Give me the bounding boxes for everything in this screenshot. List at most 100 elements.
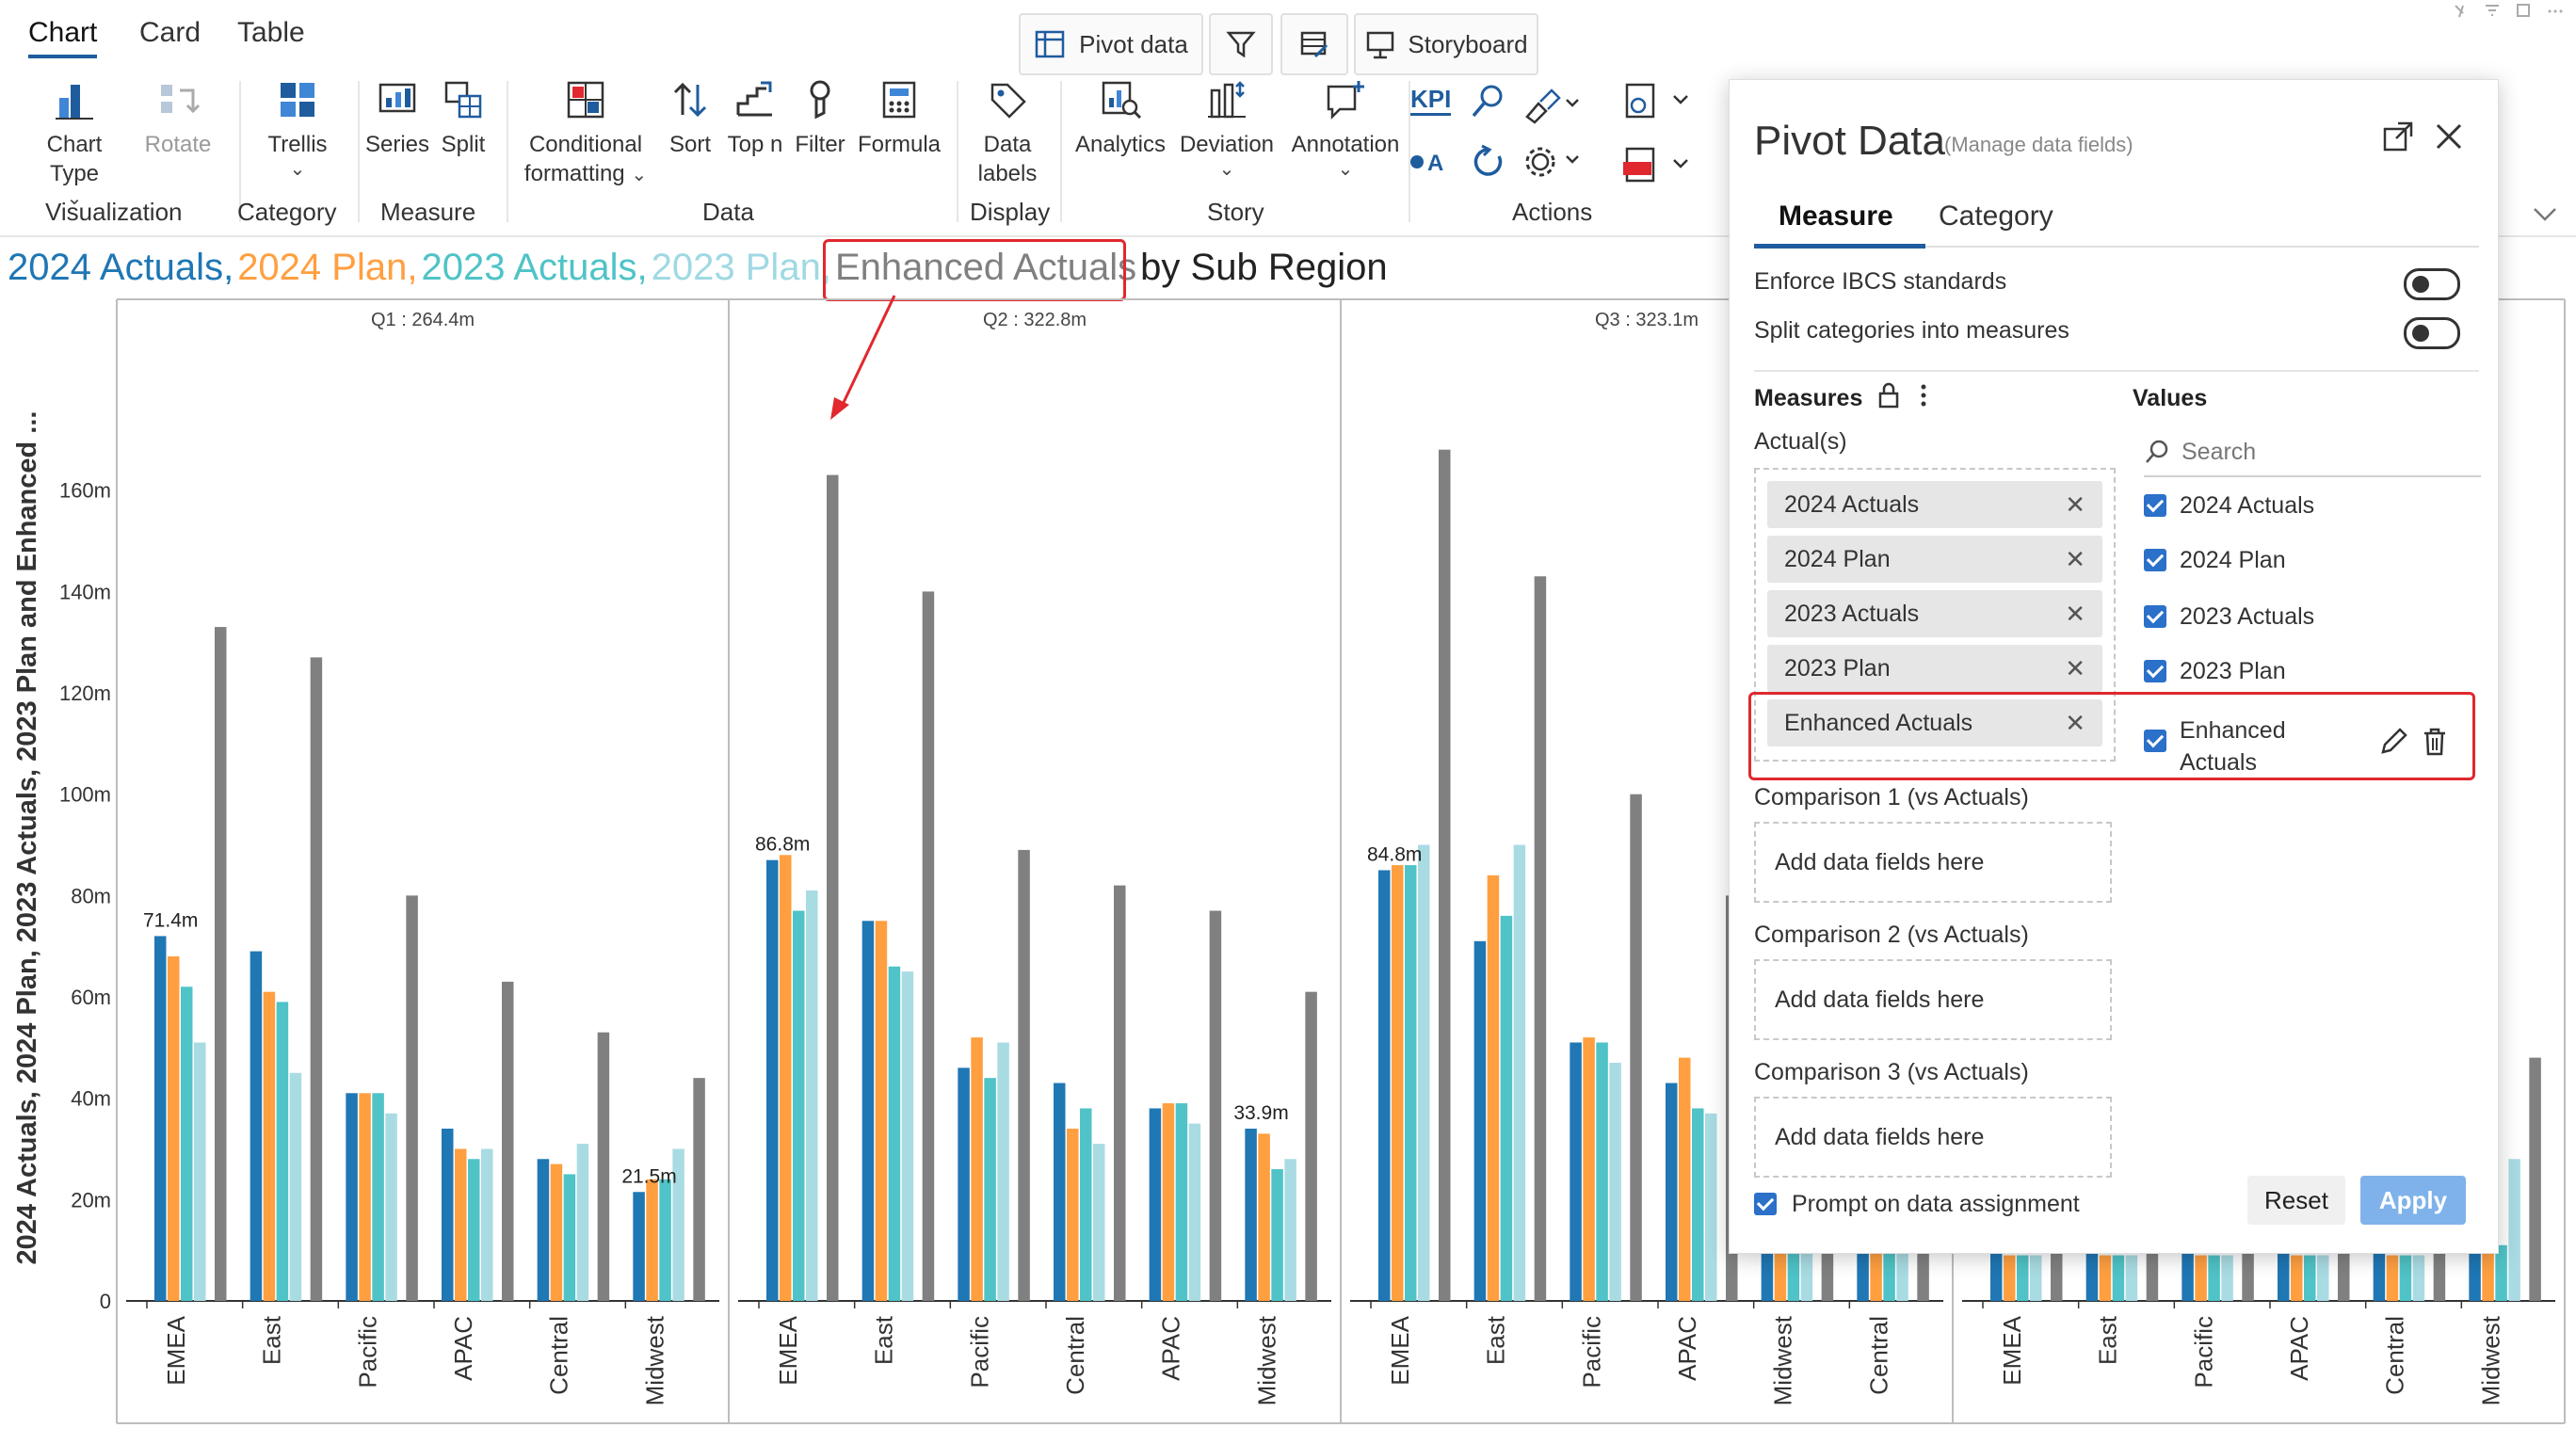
- split-categories-toggle[interactable]: [2404, 317, 2460, 349]
- group-separator: [239, 81, 241, 222]
- pivot-tab-category[interactable]: Category: [1939, 201, 2053, 232]
- value-row-enhanced[interactable]: Enhanced Actuals: [2144, 714, 2286, 778]
- remove-icon[interactable]: ✕: [2065, 490, 2085, 519]
- tab-card[interactable]: Card: [139, 17, 201, 48]
- group-story: Story: [1207, 198, 1264, 226]
- bar: [1258, 1133, 1270, 1301]
- remove-icon[interactable]: ✕: [2065, 600, 2085, 628]
- remove-icon[interactable]: ✕: [2065, 654, 2085, 682]
- bar: [2112, 1255, 2125, 1301]
- chart-type-button[interactable]: Chart Type ⌄: [23, 77, 126, 209]
- comparison-1-drop-zone[interactable]: Add data fields here: [1754, 822, 2112, 903]
- x-tick-label: APAC: [1157, 1316, 1185, 1381]
- remove-icon[interactable]: ✕: [2065, 545, 2085, 573]
- actual-chip[interactable]: Enhanced Actuals ✕: [1767, 699, 2102, 746]
- prompt-assignment-row[interactable]: Prompt on data assignment: [1754, 1191, 2080, 1218]
- top-n-button[interactable]: Top n: [719, 77, 791, 159]
- search-icon[interactable]: [1469, 83, 1506, 120]
- bar: [2017, 1255, 2029, 1301]
- trash-icon[interactable]: [2421, 726, 2449, 758]
- actual-chip[interactable]: 2024 Actuals ✕: [1767, 481, 2102, 528]
- storyboard-button[interactable]: Storyboard: [1354, 13, 1538, 75]
- table-edit-button[interactable]: [1280, 13, 1348, 75]
- bar: [372, 1093, 384, 1301]
- actual-chip[interactable]: 2024 Plan ✕: [1767, 536, 2102, 583]
- bar: [1666, 1083, 1678, 1301]
- edit-pencil-icon[interactable]: [2377, 726, 2409, 758]
- rotate-button[interactable]: Rotate: [137, 77, 218, 159]
- bar: [1305, 991, 1317, 1301]
- analytics-button[interactable]: Analytics: [1071, 77, 1169, 159]
- bar: [1245, 1128, 1257, 1301]
- conditional-formatting-button[interactable]: Conditional formatting ⌄: [516, 77, 655, 188]
- reset-button[interactable]: Reset: [2247, 1176, 2345, 1225]
- value-label: 2024 Plan: [2180, 547, 2286, 573]
- pdf-icon[interactable]: [1621, 145, 1695, 186]
- value-row[interactable]: 2024 Actuals: [2144, 492, 2314, 520]
- filter-button[interactable]: Filter: [789, 77, 851, 159]
- paint-brush-icon[interactable]: [1521, 87, 1582, 124]
- pivot-tab-measure[interactable]: Measure: [1779, 201, 1893, 232]
- split-button[interactable]: Split: [433, 77, 493, 159]
- formula-button[interactable]: Formula: [855, 77, 943, 159]
- enforce-ibcs-toggle[interactable]: [2404, 268, 2460, 300]
- values-search[interactable]: Search: [2144, 428, 2481, 477]
- prompt-assignment-checkbox[interactable]: [1754, 1193, 1777, 1215]
- tab-chart[interactable]: Chart: [28, 17, 98, 58]
- apply-button[interactable]: Apply: [2360, 1176, 2466, 1225]
- kpi-button[interactable]: KPI: [1410, 85, 1452, 116]
- actual-chip[interactable]: 2023 Plan ✕: [1767, 645, 2102, 692]
- x-tick-label: APAC: [449, 1316, 477, 1381]
- trellis-button[interactable]: Trellis ⌄: [252, 77, 343, 180]
- more-options-icon[interactable]: [1918, 381, 1929, 409]
- export-settings-icon[interactable]: [1621, 81, 1695, 122]
- value-row[interactable]: 2023 Actuals: [2144, 603, 2314, 631]
- value-checkbox[interactable]: [2144, 660, 2166, 682]
- bar: [2317, 1255, 2329, 1301]
- data-labels-button[interactable]: Data labels: [966, 77, 1049, 188]
- value-checkbox[interactable]: [2144, 730, 2166, 752]
- value-row[interactable]: 2023 Plan: [2144, 658, 2286, 685]
- close-icon[interactable]: [2430, 118, 2468, 155]
- bar: [2495, 1244, 2507, 1301]
- chevron-down-icon: ⌄: [631, 165, 648, 185]
- panel-title: Q3 : 323.1m: [1595, 310, 1699, 330]
- value-label-line1: Enhanced: [2180, 717, 2286, 744]
- pivot-data-button[interactable]: Pivot data: [1019, 13, 1203, 75]
- actual-chip[interactable]: 2023 Actuals ✕: [1767, 590, 2102, 637]
- window-controls-icon[interactable]: [2448, 0, 2570, 23]
- conditional-kpi-icon[interactable]: A: [1409, 145, 1450, 179]
- series-button[interactable]: Series: [365, 77, 429, 159]
- value-row[interactable]: 2024 Plan: [2144, 547, 2286, 574]
- series-label: Series: [364, 132, 430, 157]
- x-tick-label: Midwest: [640, 1315, 668, 1405]
- tab-active-indicator: [1754, 244, 1925, 249]
- deviation-button[interactable]: Deviation ⌄: [1175, 77, 1279, 180]
- tab-table[interactable]: Table: [237, 17, 305, 48]
- remove-icon[interactable]: ✕: [2065, 709, 2085, 737]
- bar: [481, 1148, 493, 1301]
- refresh-icon[interactable]: [1469, 143, 1506, 181]
- bar: [633, 1192, 645, 1301]
- value-checkbox[interactable]: [2144, 605, 2166, 628]
- value-checkbox[interactable]: [2144, 549, 2166, 571]
- value-checkbox[interactable]: [2144, 494, 2166, 517]
- trellis-chart: 0 20m 40m 60m 80m 100m 120m 140m 160m 2024 Actual…: [12, 295, 2566, 1424]
- ribbon-collapse-icon[interactable]: [2531, 203, 2559, 226]
- tab-underline-track: [1754, 246, 2479, 248]
- x-tick-label: East: [258, 1315, 286, 1365]
- sort-button[interactable]: Sort: [661, 77, 719, 159]
- bar: [1513, 844, 1526, 1301]
- gear-icon[interactable]: [1521, 143, 1582, 181]
- actuals-drop-zone[interactable]: 2024 Actuals ✕ 2024 Plan ✕ 2023 Actuals ✕ 2…: [1754, 468, 2116, 762]
- bar: [1188, 1123, 1201, 1301]
- filter-toolbar-button[interactable]: [1209, 13, 1273, 75]
- popout-icon[interactable]: [2379, 118, 2417, 155]
- annotation-button[interactable]: Annotation ⌄: [1284, 77, 1407, 180]
- bar: [1705, 1113, 1717, 1301]
- comparison-3-drop-zone[interactable]: Add data fields here: [1754, 1097, 2112, 1178]
- lock-icon[interactable]: [1876, 381, 1901, 409]
- comparison-2-drop-zone[interactable]: Add data fields here: [1754, 959, 2112, 1040]
- storyboard-icon: [1367, 31, 1394, 59]
- y-tick-label: 140m: [59, 580, 111, 603]
